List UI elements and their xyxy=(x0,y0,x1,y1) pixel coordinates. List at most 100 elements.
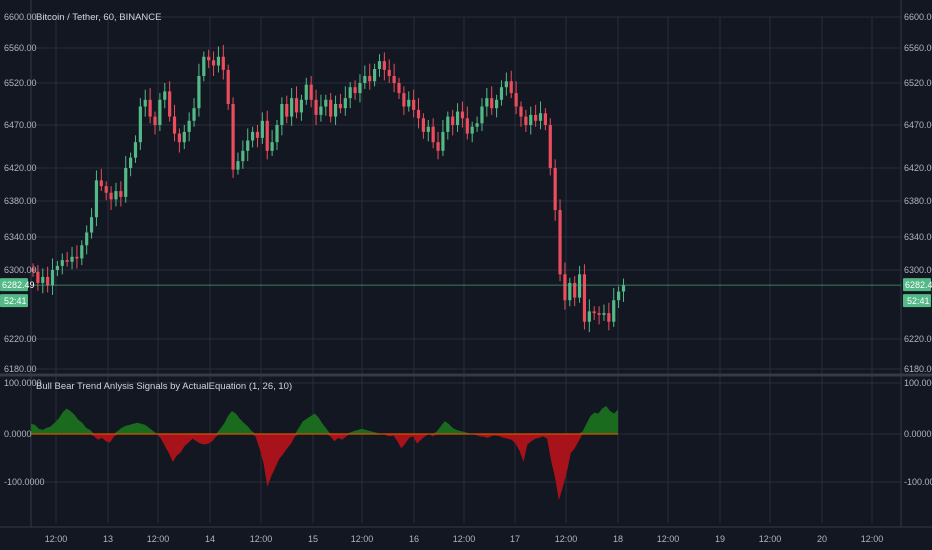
candle xyxy=(348,82,352,109)
candle-body xyxy=(255,131,260,138)
last-price-tag-text-left: 6282.49 xyxy=(2,280,35,290)
candle xyxy=(207,49,211,69)
candle xyxy=(617,286,621,308)
candle-body xyxy=(207,56,211,61)
price-axis-label-right: 6180.00 xyxy=(904,364,932,374)
candle-body xyxy=(314,99,318,115)
candle xyxy=(202,51,206,82)
candle xyxy=(129,152,133,177)
candle xyxy=(158,93,162,132)
candle xyxy=(168,81,172,122)
time-axis-label: 17 xyxy=(510,534,520,544)
candle xyxy=(333,95,338,125)
candle xyxy=(124,155,128,203)
time-axis-label: 12:00 xyxy=(759,534,782,544)
candle-body xyxy=(573,282,577,298)
candle-body xyxy=(558,210,562,275)
candle-body xyxy=(119,191,123,197)
candle xyxy=(114,182,118,207)
candle-body xyxy=(470,126,474,134)
candle-body xyxy=(304,84,308,100)
candle xyxy=(397,77,401,99)
price-axis-label-left: 6300.00 xyxy=(4,265,37,275)
candle-body xyxy=(251,131,255,141)
candle xyxy=(177,128,181,153)
candle-body xyxy=(65,260,69,262)
candle-body xyxy=(80,245,84,259)
candle xyxy=(451,109,455,136)
time-axis-label: 14 xyxy=(205,534,215,544)
countdown-tag-left xyxy=(0,294,28,308)
candle xyxy=(377,54,382,77)
candle-body xyxy=(490,98,494,109)
candle-body xyxy=(495,99,499,109)
candle xyxy=(582,264,587,330)
candle-body xyxy=(41,276,45,283)
candle xyxy=(470,121,474,143)
candle xyxy=(504,72,508,96)
candle-body xyxy=(612,300,616,322)
time-axis-label: 15 xyxy=(308,534,318,544)
candle-body xyxy=(133,142,138,158)
candle xyxy=(138,98,142,150)
candle-body xyxy=(563,274,567,301)
candle-body xyxy=(480,106,484,124)
indicator-title: Bull Bear Trend Anlysis Signals by Actua… xyxy=(36,381,292,392)
price-axis-label-left: 6180.00 xyxy=(4,364,37,374)
candle xyxy=(416,98,421,129)
countdown-tag-text-right: 52:41 xyxy=(907,296,930,306)
time-axis-label: 16 xyxy=(409,534,419,544)
candle-body xyxy=(363,76,367,83)
candle-body xyxy=(124,168,128,197)
candle-body xyxy=(265,120,269,151)
candle xyxy=(524,109,528,132)
candle xyxy=(465,106,469,140)
price-axis-label-left: 6420.00 xyxy=(4,163,37,173)
candle xyxy=(304,77,308,105)
countdown-tag-right xyxy=(903,294,931,308)
candle-body xyxy=(75,256,79,259)
candle-body xyxy=(441,131,445,151)
candle-body xyxy=(587,311,591,322)
candle xyxy=(109,186,113,210)
time-axis-label: 12:00 xyxy=(250,534,273,544)
candle xyxy=(36,265,40,291)
time-axis-label: 12:00 xyxy=(147,534,170,544)
candle-body xyxy=(538,113,543,121)
candle-body xyxy=(285,104,289,117)
candle xyxy=(251,126,255,148)
candle xyxy=(324,94,328,116)
candle-body xyxy=(36,271,40,283)
candle-body xyxy=(309,84,313,100)
candle xyxy=(221,44,225,80)
candle-body xyxy=(226,69,230,104)
candle xyxy=(612,288,616,327)
last-price-tag-right xyxy=(903,278,931,292)
candle-body xyxy=(465,118,469,134)
candle xyxy=(529,106,533,135)
candle xyxy=(299,94,303,121)
candle xyxy=(490,86,494,115)
candle-body xyxy=(333,104,338,117)
candle-body xyxy=(543,113,547,125)
candle-body xyxy=(382,61,386,70)
candle xyxy=(480,98,484,132)
candle xyxy=(436,131,440,160)
candle-body xyxy=(412,99,416,110)
candle xyxy=(621,278,626,302)
candle xyxy=(153,111,157,135)
candle xyxy=(592,306,596,321)
candle xyxy=(441,119,445,156)
candle-body xyxy=(236,161,240,170)
candle xyxy=(192,98,196,127)
candle xyxy=(407,91,411,112)
candle-body xyxy=(221,56,225,70)
candle-body xyxy=(202,56,206,76)
candle xyxy=(275,119,279,150)
candle-body xyxy=(280,104,284,125)
price-axis-label-right: 6420.00 xyxy=(904,163,932,173)
time-axis-label: 12:00 xyxy=(453,534,476,544)
candle xyxy=(558,199,562,282)
